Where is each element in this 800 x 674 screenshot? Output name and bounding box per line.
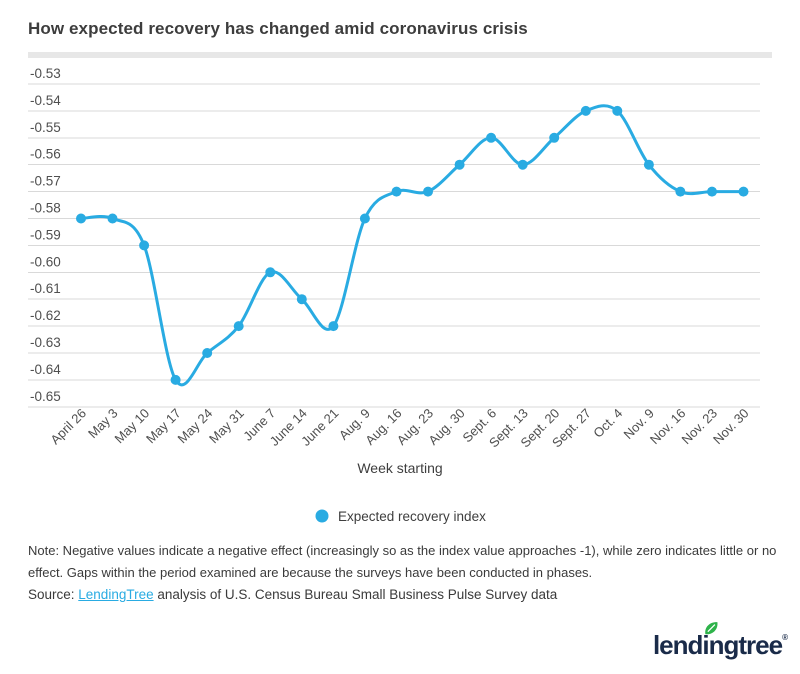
lendingtree-logo: lendingtree®	[652, 622, 788, 661]
data-point	[707, 186, 717, 197]
y-tick-label: -0.61	[30, 281, 61, 296]
data-point	[328, 321, 339, 332]
y-tick-label: -0.57	[30, 174, 61, 189]
source-prefix: Source:	[28, 587, 79, 602]
y-tick-label: -0.54	[30, 93, 61, 108]
x-tick-label: Oct. 4	[590, 406, 625, 441]
data-point	[643, 159, 654, 170]
lendingtree-link[interactable]: LendingTree	[78, 587, 154, 602]
x-tick-label: Nov. 30	[710, 406, 752, 448]
logo-wordmark: lendingtree®	[652, 622, 788, 661]
source-suffix: analysis of U.S. Census Bureau Small Bus…	[153, 587, 558, 602]
data-point	[202, 348, 213, 358]
x-axis-title: Week starting	[357, 460, 442, 476]
data-point	[612, 105, 623, 116]
leaf-icon	[705, 622, 718, 635]
data-point	[359, 213, 370, 224]
source-line: Source: LendingTree analysis of U.S. Cen…	[28, 587, 557, 602]
data-point	[675, 186, 686, 197]
y-tick-label: -0.62	[30, 308, 61, 323]
y-tick-label: -0.56	[30, 147, 61, 162]
data-point	[517, 159, 528, 170]
x-tick-label: April 26	[47, 406, 89, 448]
data-point	[265, 267, 276, 278]
logo-text: lendingtree	[652, 630, 783, 660]
x-tick-label: May 31	[206, 406, 247, 447]
data-point	[139, 240, 150, 251]
y-tick-label: -0.58	[30, 201, 61, 216]
y-tick-label: -0.59	[30, 227, 61, 242]
legend-marker-icon	[315, 509, 329, 523]
data-point	[107, 213, 118, 224]
legend-label: Expected recovery index	[338, 509, 486, 524]
y-tick-label: -0.55	[30, 120, 61, 135]
chart-canvas: -0.53 -0.54 -0.55 -0.56 -0.57 -0.58 -0.59 -0.60…	[28, 66, 760, 524]
title-divider	[28, 52, 772, 58]
y-tick-label: -0.65	[30, 389, 61, 404]
data-point	[233, 321, 244, 332]
y-tick-label: -0.60	[30, 254, 61, 269]
page-title: How expected recovery has changed amid c…	[28, 19, 528, 38]
data-point	[454, 159, 465, 170]
data-point	[76, 213, 86, 224]
data-point	[391, 186, 402, 197]
x-tick-label: May 17	[143, 406, 184, 447]
data-point	[580, 105, 591, 116]
y-tick-label: -0.64	[30, 362, 61, 377]
data-point	[738, 186, 749, 197]
recovery-line-chart: -0.53 -0.54 -0.55 -0.56 -0.57 -0.58 -0.59 -0.60…	[0, 60, 800, 534]
data-point	[549, 132, 560, 143]
data-point	[170, 374, 181, 385]
data-point	[296, 294, 307, 305]
data-point	[423, 186, 433, 197]
data-point	[486, 132, 497, 143]
chart-note: Note: Negative values indicate a negativ…	[28, 543, 777, 580]
y-tick-label: -0.63	[30, 335, 61, 350]
registered-mark: ®	[782, 633, 788, 642]
y-tick-label: -0.53	[30, 66, 61, 81]
